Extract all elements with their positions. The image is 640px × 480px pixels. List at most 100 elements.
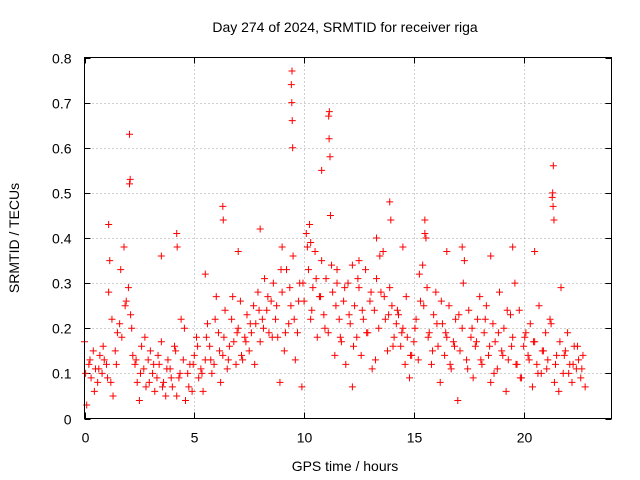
data-point: [458, 243, 466, 251]
data-point: [250, 302, 258, 310]
data-point: [520, 342, 528, 350]
data-point: [298, 383, 306, 391]
data-point: [255, 306, 263, 314]
data-point: [388, 302, 396, 310]
data-point: [112, 360, 120, 368]
data-point: [171, 342, 179, 350]
data-point: [392, 320, 400, 328]
data-point: [547, 320, 555, 328]
data-point: [322, 275, 330, 283]
y-tick-label: 0.3: [52, 276, 72, 292]
data-point: [348, 261, 356, 269]
y-tick-label: 0.6: [52, 141, 72, 157]
data-point: [464, 365, 472, 373]
data-point: [420, 302, 428, 310]
data-point: [560, 351, 568, 359]
data-point: [565, 369, 573, 377]
data-point: [146, 347, 154, 355]
data-point: [471, 342, 479, 350]
data-point: [210, 360, 218, 368]
data-point: [138, 342, 146, 350]
data-point: [158, 383, 166, 391]
data-point: [312, 275, 320, 283]
data-point: [304, 266, 312, 274]
data-point: [259, 324, 267, 332]
data-point: [446, 360, 454, 368]
data-point: [180, 324, 188, 332]
data-point: [363, 329, 371, 337]
data-point: [333, 279, 341, 287]
data-point: [368, 365, 376, 373]
data-point: [412, 315, 420, 323]
data-point: [272, 315, 280, 323]
data-point: [430, 311, 438, 319]
data-point: [197, 365, 205, 373]
data-point: [522, 329, 530, 337]
data-point: [553, 351, 561, 359]
data-point: [145, 378, 153, 386]
data-point: [109, 392, 117, 400]
data-point: [126, 130, 134, 138]
data-point: [478, 360, 486, 368]
data-point: [117, 266, 125, 274]
data-point: [373, 275, 381, 283]
data-point: [397, 342, 405, 350]
data-point: [346, 320, 354, 328]
y-tick-label: 0.4: [52, 231, 72, 247]
data-point: [303, 243, 311, 251]
data-point: [238, 351, 246, 359]
data-point: [203, 320, 211, 328]
data-point: [192, 333, 200, 341]
data-point: [385, 311, 393, 319]
data-point: [546, 315, 554, 323]
data-point: [405, 374, 413, 382]
data-point: [328, 261, 336, 269]
data-point: [201, 270, 209, 278]
data-point: [577, 374, 585, 382]
data-points: [81, 67, 589, 409]
data-point: [135, 396, 143, 404]
data-point: [341, 284, 349, 292]
data-point: [127, 311, 135, 319]
data-point: [288, 67, 296, 75]
data-point: [126, 175, 134, 183]
data-point: [217, 378, 225, 386]
data-point: [516, 374, 524, 382]
data-point: [223, 365, 231, 373]
data-point: [355, 257, 363, 265]
data-point: [311, 248, 319, 256]
data-point: [359, 315, 367, 323]
data-point: [307, 315, 315, 323]
data-point: [337, 338, 345, 346]
data-point: [500, 324, 508, 332]
data-point: [456, 347, 464, 355]
data-point: [487, 378, 495, 386]
data-point: [508, 342, 516, 350]
data-point: [331, 351, 339, 359]
y-tick-label: 0.5: [52, 186, 72, 202]
data-point: [407, 351, 415, 359]
data-point: [468, 324, 476, 332]
data-point: [198, 369, 206, 377]
data-point: [216, 347, 224, 355]
data-point: [289, 144, 297, 152]
data-point: [122, 297, 130, 305]
data-point: [463, 356, 471, 364]
data-point: [167, 374, 175, 382]
data-point: [433, 320, 441, 328]
data-point: [86, 356, 94, 364]
y-axis-ticks: 0 0.1 0.2 0.3 0.4 0.5 0.6 0.7 0.8: [52, 51, 612, 428]
data-point: [442, 329, 450, 337]
data-point: [416, 297, 424, 305]
data-point: [512, 360, 520, 368]
data-point: [221, 306, 229, 314]
data-point: [153, 374, 161, 382]
data-point: [386, 198, 394, 206]
data-point: [561, 347, 569, 355]
data-point: [358, 306, 366, 314]
data-point: [521, 333, 529, 341]
data-point: [289, 252, 297, 260]
data-point: [485, 351, 493, 359]
data-point: [325, 135, 333, 143]
